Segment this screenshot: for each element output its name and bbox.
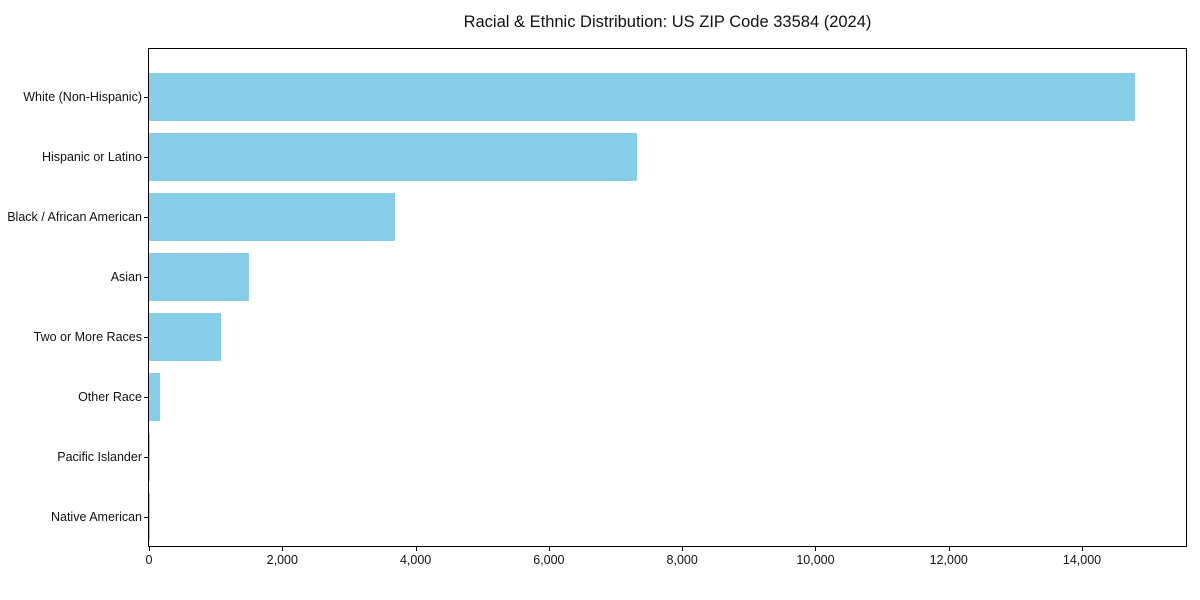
x-axis-tick-label: 6,000: [533, 553, 565, 567]
bar: [149, 313, 221, 361]
bar: [149, 133, 637, 181]
y-axis-tick: [144, 457, 148, 458]
x-axis-tick-label: 4,000: [399, 553, 432, 567]
category-label: Two or More Races: [33, 330, 142, 344]
y-axis-tick: [144, 337, 148, 338]
x-axis-tick: [1082, 547, 1084, 551]
x-axis-tick-label: 8,000: [666, 553, 698, 567]
chart-title: Racial & Ethnic Distribution: US ZIP Cod…: [463, 13, 872, 31]
category-label: Pacific Islander: [57, 450, 142, 464]
y-axis-tick: [144, 517, 148, 518]
x-axis-tick-label: 14,000: [1062, 553, 1102, 567]
category-label: Asian: [110, 270, 142, 284]
y-axis-tick: [144, 157, 148, 158]
x-axis-tick-label: 10,000: [796, 553, 835, 567]
y-axis-tick: [144, 397, 148, 398]
bar: [149, 373, 160, 421]
y-axis-tick: [144, 277, 148, 278]
x-axis-tick: [682, 547, 684, 551]
x-axis-tick: [415, 547, 417, 551]
x-axis-tick: [948, 547, 950, 551]
category-label: Native American: [50, 510, 142, 524]
bar: [149, 253, 249, 301]
x-axis-tick: [149, 547, 150, 551]
category-label: Hispanic or Latino: [41, 150, 142, 164]
x-axis-tick-label: 2,000: [266, 553, 298, 567]
category-label: Black / African American: [7, 210, 142, 224]
y-axis-tick: [144, 217, 148, 218]
x-axis-tick: [282, 547, 284, 551]
bar: [149, 433, 150, 481]
category-label: White (Non-Hispanic): [23, 90, 142, 104]
bar: [149, 73, 1136, 121]
plot-area: [148, 48, 1187, 547]
y-axis-tick: [144, 97, 148, 98]
x-axis-tick: [548, 547, 550, 551]
bar: [149, 193, 395, 241]
x-axis-tick-label: 12,000: [929, 553, 968, 567]
x-axis-tick: [815, 547, 817, 551]
category-label: Other Race: [78, 390, 142, 404]
x-axis-tick-label: 0: [145, 553, 153, 567]
